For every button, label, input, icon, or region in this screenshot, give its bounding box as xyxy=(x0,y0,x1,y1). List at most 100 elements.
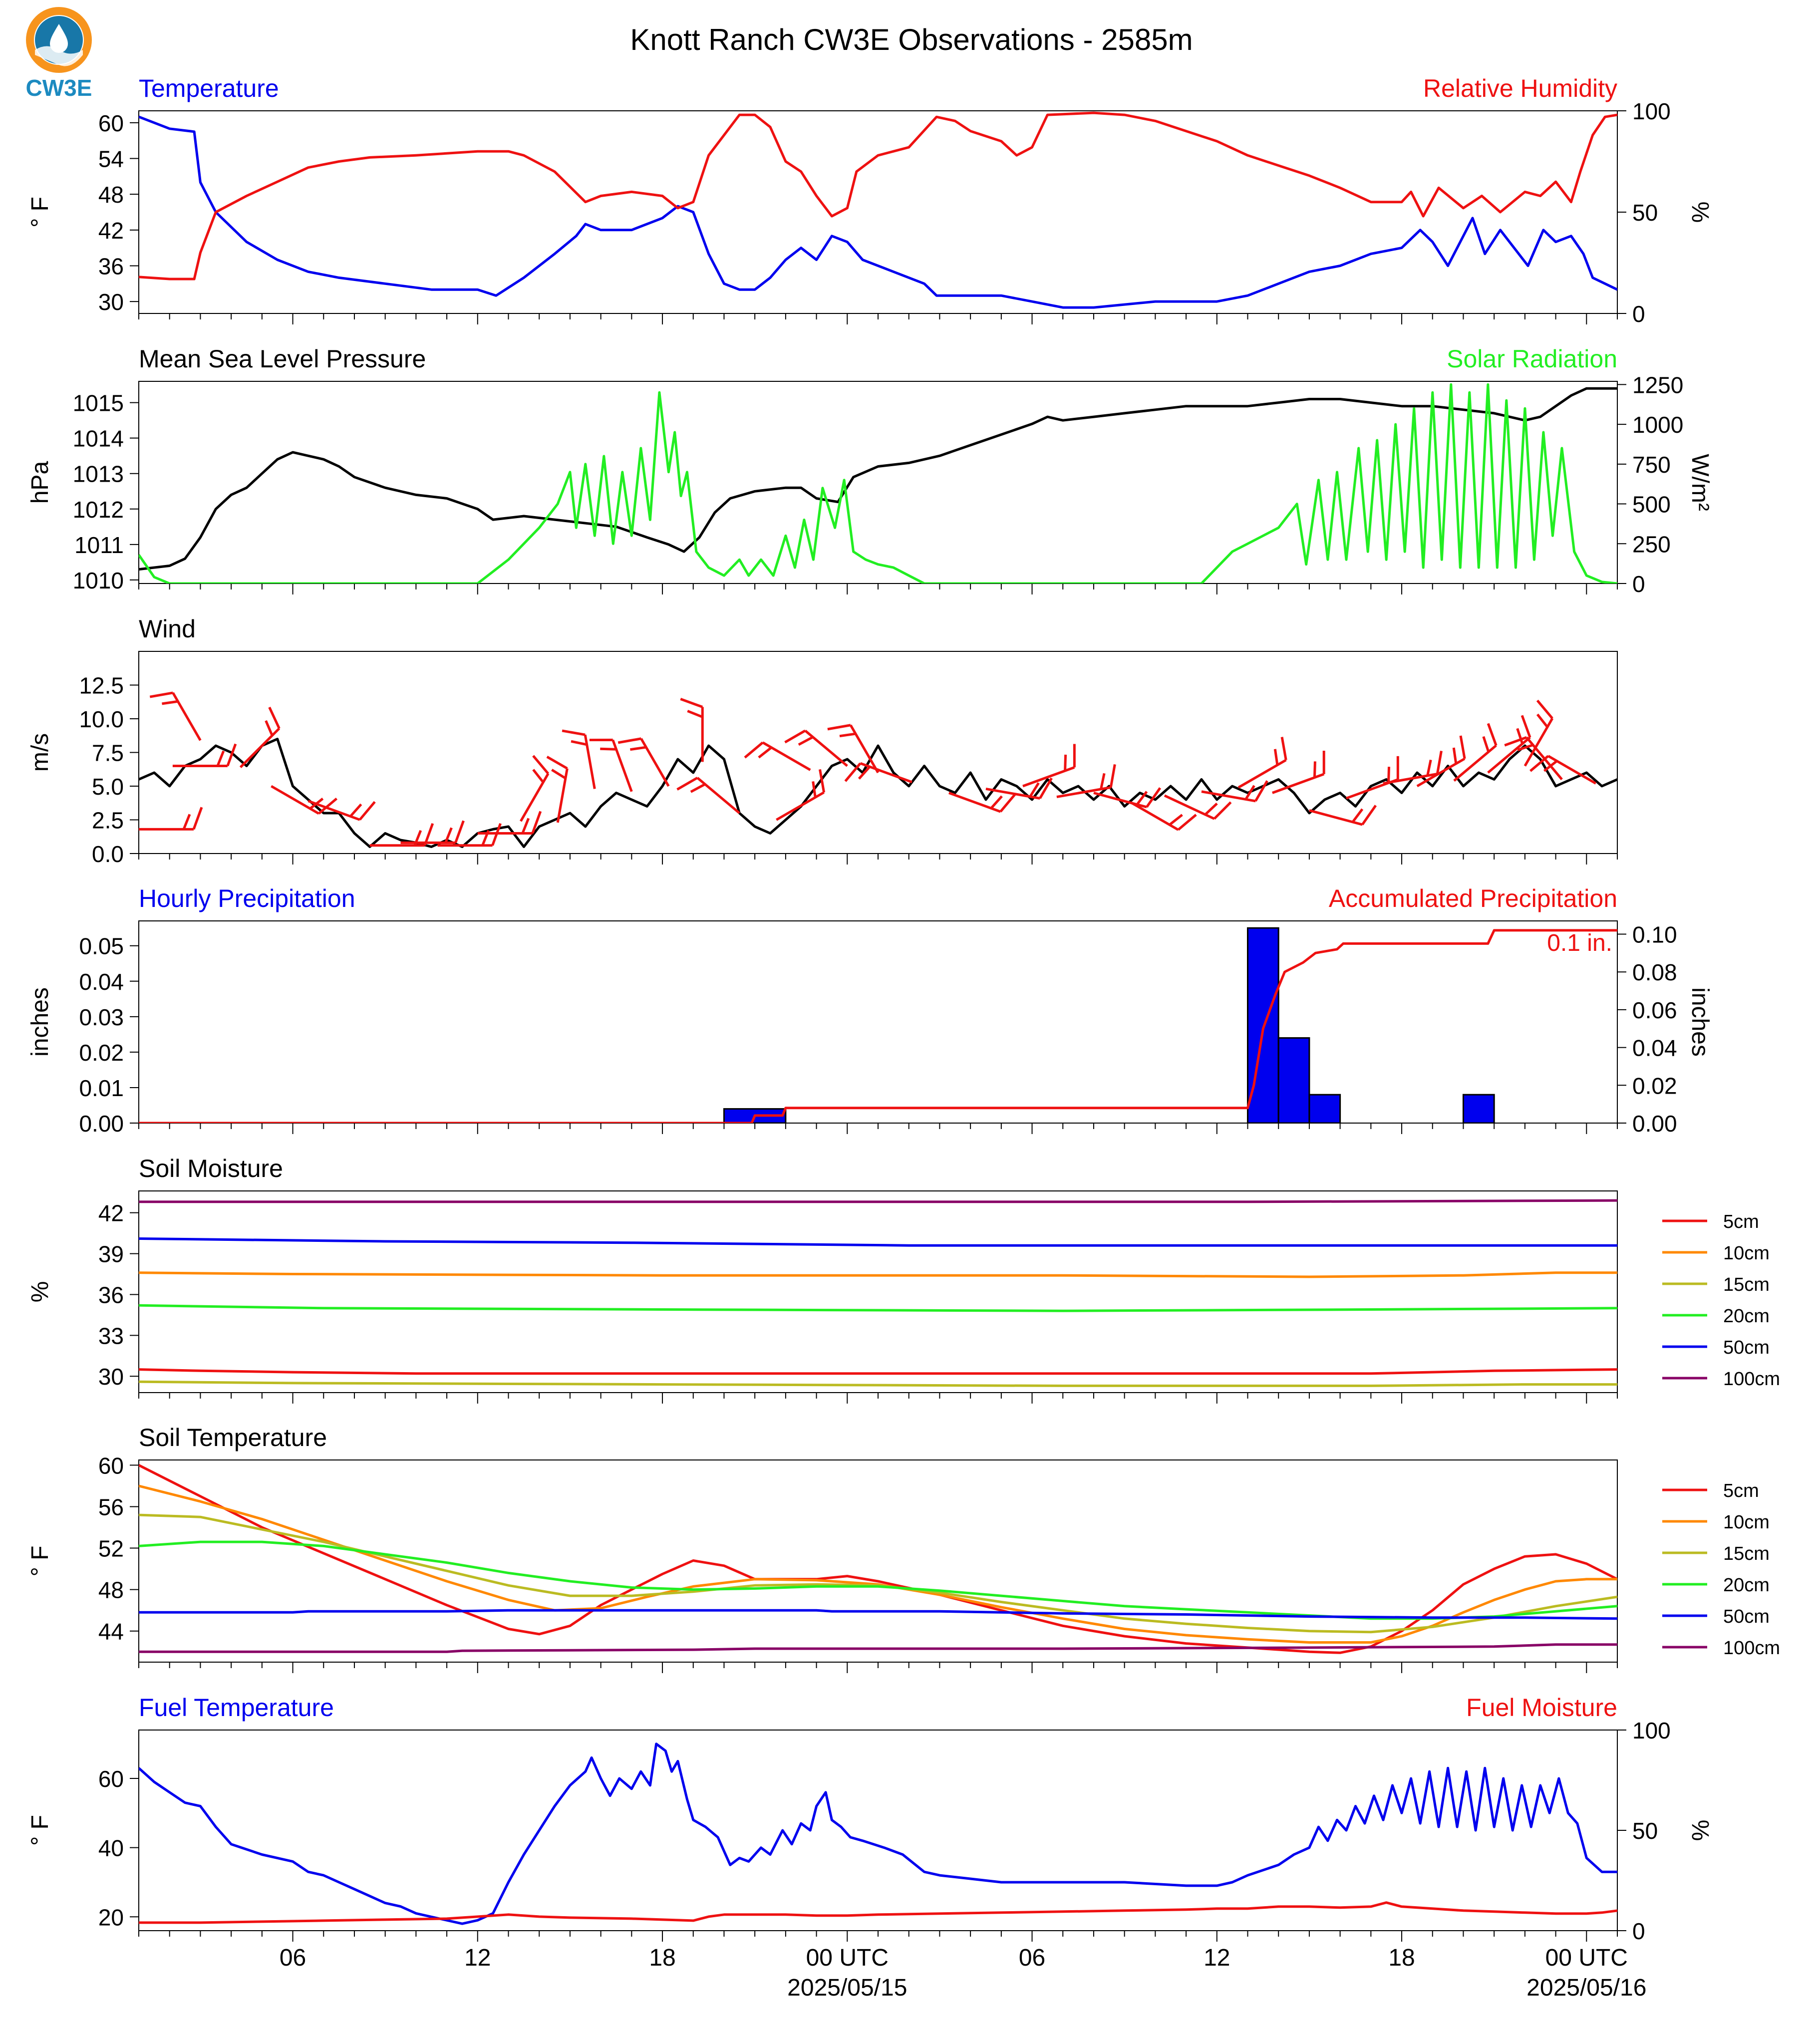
y-tick-label-left: 5.0 xyxy=(92,774,124,800)
plot-area xyxy=(139,383,1617,583)
panel-frame xyxy=(138,920,1618,1124)
time-tick-label: 06 xyxy=(1019,1945,1045,1971)
y-tick-label-left: 20 xyxy=(98,1904,124,1930)
y-tick-label-right: 100 xyxy=(1632,1718,1671,1743)
y-axis-label-right: % xyxy=(1687,202,1713,223)
wind-barb xyxy=(1130,801,1197,831)
y-tick-label-right: 1000 xyxy=(1632,412,1683,438)
wind-barb xyxy=(589,738,633,792)
y-tick-label-right: 0.02 xyxy=(1632,1073,1677,1099)
panel-pressure-solar: 1010 1011 1012 1013 1014 1015 0 250 500 750 1000 12… xyxy=(27,345,1713,597)
y-tick-label-right: 0.10 xyxy=(1632,921,1677,947)
wind-barb xyxy=(149,691,202,741)
wind-barb xyxy=(139,807,203,831)
y-tick-label-left: 1015 xyxy=(73,390,124,416)
wind-barb xyxy=(239,706,281,768)
y-axis-label-left: ° F xyxy=(27,1815,53,1846)
y-tick-label-left: 36 xyxy=(98,1282,124,1308)
y-tick-label-left: 1013 xyxy=(73,461,124,487)
y-tick-label-left: 0.00 xyxy=(79,1111,124,1137)
wind-barb xyxy=(271,785,338,815)
logo-drop-icon xyxy=(50,24,68,53)
series-line-50cm xyxy=(139,1609,1617,1620)
wind-barb xyxy=(844,762,912,784)
y-tick-label-left: 60 xyxy=(98,1766,124,1792)
panel-title-left: Wind xyxy=(139,615,196,643)
y-axis-label-right: W/m² xyxy=(1687,454,1713,511)
precip-bar xyxy=(1277,1037,1310,1123)
y-tick-label-left: 1014 xyxy=(73,426,124,452)
y-tick-label-left: 1010 xyxy=(73,568,124,593)
legend-label: 5cm xyxy=(1723,1211,1759,1232)
panel-title-left: Temperature xyxy=(139,74,279,102)
y-axis-label-left: % xyxy=(27,1281,53,1303)
y-tick-label-left: 12.5 xyxy=(79,673,124,699)
wind-barb xyxy=(1201,780,1268,803)
panel-title-left: Mean Sea Level Pressure xyxy=(139,345,426,373)
y-tick-label-left: 42 xyxy=(98,1200,124,1226)
legend-label: 15cm xyxy=(1723,1543,1770,1564)
panel-wind: 0.0 2.5 5.0 7.5 10.0 12.5 Wind m/s xyxy=(27,615,1618,867)
y-axis-label-right: % xyxy=(1687,1820,1713,1841)
y-tick-label-right: 0.04 xyxy=(1632,1035,1677,1061)
y-axis-label-left: m/s xyxy=(27,733,53,772)
legend-label: 100cm xyxy=(1723,1369,1780,1390)
y-tick-label-left: 52 xyxy=(98,1536,124,1562)
date-label: 2025/05/16 xyxy=(1526,1975,1646,2001)
y-tick-label-right: 50 xyxy=(1632,1818,1658,1844)
legend-label: 20cm xyxy=(1723,1306,1770,1327)
series-line-20cm xyxy=(139,1304,1617,1312)
plot-area xyxy=(139,691,1617,848)
wind-barb xyxy=(617,737,670,787)
page-title: Knott Ranch CW3E Observations - 2585m xyxy=(630,23,1193,56)
plot-area xyxy=(139,1742,1617,1925)
series-line-temperature xyxy=(139,115,1617,309)
wind-barb xyxy=(1237,737,1287,789)
plot-area xyxy=(139,1464,1617,1654)
y-tick-label-left: 0.03 xyxy=(79,1004,124,1030)
wind-barb xyxy=(1022,744,1076,788)
panel-soil-temp: 44 48 52 56 60 Soil Temperature ° F 5cm 10cm 15cm… xyxy=(27,1424,1780,1673)
wind-barb xyxy=(985,777,1053,800)
time-tick-label: 18 xyxy=(649,1945,675,1971)
panel-fuel: 20 40 60 0 50 100 Fuel Temperature Fuel Moistur… xyxy=(27,1694,1713,1944)
plot-area xyxy=(139,1199,1617,1387)
y-tick-label-left: 40 xyxy=(98,1835,124,1861)
legend-label: 100cm xyxy=(1723,1638,1780,1659)
y-tick-label-left: 54 xyxy=(98,146,124,172)
y-tick-label-left: 56 xyxy=(98,1494,124,1520)
wind-barb xyxy=(546,756,569,823)
wind-barb xyxy=(307,800,376,821)
panel-frame xyxy=(138,1459,1618,1663)
wind-barb xyxy=(1309,805,1377,826)
series-line-fuel-moisture xyxy=(139,1901,1617,1924)
wind-barb xyxy=(520,755,550,822)
legend-label: 50cm xyxy=(1723,1606,1770,1627)
date-label: 2025/05/15 xyxy=(787,1975,907,2001)
legend-label: 5cm xyxy=(1723,1480,1759,1501)
y-tick-label-right: 50 xyxy=(1632,200,1658,226)
wind-barb xyxy=(1523,699,1554,767)
legend-label: 10cm xyxy=(1723,1243,1770,1264)
y-tick-label-right: 250 xyxy=(1632,531,1671,557)
y-tick-label-left: 2.5 xyxy=(92,808,124,834)
panel-frame xyxy=(138,1730,1618,1931)
logo-ring xyxy=(26,7,92,73)
series-line-20cm xyxy=(139,1540,1617,1620)
series-line-100cm xyxy=(139,1643,1617,1653)
logo: CW3E xyxy=(26,7,92,101)
y-tick-label-right: 0 xyxy=(1632,301,1645,327)
panel-temp-rh: 30 36 42 48 54 60 0 50 100 Temperature Relative Hu… xyxy=(27,74,1713,327)
wind-barb xyxy=(1453,723,1498,782)
panel-soil-moisture: 30 33 36 39 42 Soil Moisture% 5cm 10cm 15cm 20cm 5… xyxy=(27,1155,1780,1404)
y-tick-label-right: 0.08 xyxy=(1632,959,1677,985)
legend-label: 15cm xyxy=(1723,1274,1770,1295)
y-tick-label-left: 48 xyxy=(98,1577,124,1603)
precip-bar xyxy=(1462,1094,1495,1123)
y-axis-label-left: ° F xyxy=(27,197,53,228)
y-axis-label-right: inches xyxy=(1687,987,1713,1057)
y-axis-label-left: inches xyxy=(27,987,53,1057)
time-tick-label: 00 UTC xyxy=(806,1945,889,1971)
y-tick-label-left: 0.02 xyxy=(79,1040,124,1066)
